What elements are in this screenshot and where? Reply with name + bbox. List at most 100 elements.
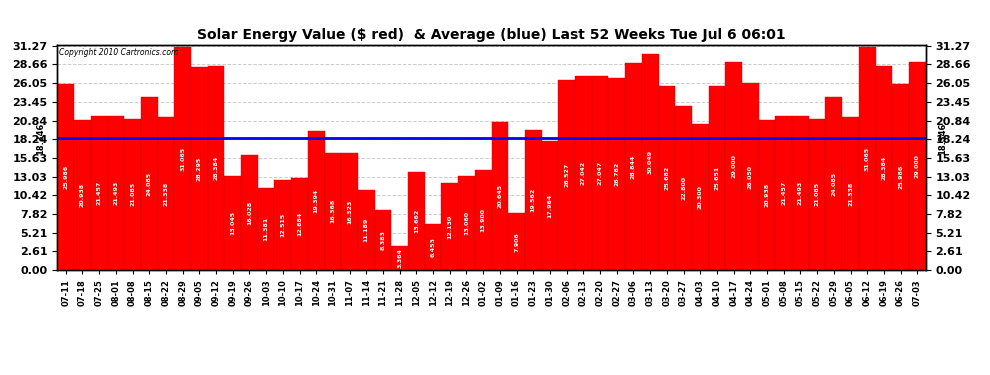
Text: 13.662: 13.662 <box>414 209 419 233</box>
Bar <box>308 131 325 270</box>
Bar <box>391 246 408 270</box>
Text: 30.049: 30.049 <box>647 150 652 174</box>
Text: 29.000: 29.000 <box>915 154 920 178</box>
Text: 21.457: 21.457 <box>97 181 102 205</box>
Text: 25.682: 25.682 <box>664 166 669 190</box>
Bar <box>358 190 374 270</box>
Text: 16.323: 16.323 <box>347 200 352 223</box>
Text: 20.645: 20.645 <box>497 184 502 208</box>
Text: 27.042: 27.042 <box>581 161 586 185</box>
Text: 26.050: 26.050 <box>747 165 752 189</box>
Bar <box>692 124 709 270</box>
Bar <box>525 130 542 270</box>
Text: 20.938: 20.938 <box>80 183 85 207</box>
Text: 20.938: 20.938 <box>764 183 769 207</box>
Bar <box>274 180 291 270</box>
Bar <box>809 119 826 270</box>
Text: 20.300: 20.300 <box>698 185 703 209</box>
Bar <box>191 67 208 270</box>
Bar <box>225 176 242 270</box>
Bar <box>174 47 191 270</box>
Text: 27.047: 27.047 <box>598 161 603 185</box>
Text: 13.060: 13.060 <box>464 211 469 235</box>
Bar <box>492 122 508 270</box>
Text: 7.906: 7.906 <box>514 232 519 252</box>
Text: 16.368: 16.368 <box>331 199 336 223</box>
Bar <box>859 47 875 270</box>
Bar <box>758 120 775 270</box>
Text: 24.085: 24.085 <box>147 172 151 196</box>
Bar <box>442 183 458 270</box>
Text: 28.384: 28.384 <box>881 156 886 180</box>
Bar <box>57 84 74 270</box>
Bar <box>642 54 658 270</box>
Bar <box>892 84 909 270</box>
Bar <box>592 76 609 270</box>
Text: 21.085: 21.085 <box>130 182 135 207</box>
Bar <box>609 78 625 270</box>
Text: 19.562: 19.562 <box>531 188 536 212</box>
Bar <box>842 117 859 270</box>
Bar <box>242 155 257 270</box>
Text: 28.844: 28.844 <box>631 154 636 178</box>
Text: 17.964: 17.964 <box>547 194 552 218</box>
Text: 31.065: 31.065 <box>180 147 185 171</box>
Title: Solar Energy Value ($ red)  & Average (blue) Last 52 Weeks Tue Jul 6 06:01: Solar Energy Value ($ red) & Average (bl… <box>197 28 786 42</box>
Bar <box>141 97 157 270</box>
Bar <box>542 141 558 270</box>
Text: 22.800: 22.800 <box>681 176 686 200</box>
Bar <box>726 62 742 270</box>
Bar <box>575 76 592 270</box>
Text: 28.384: 28.384 <box>214 156 219 180</box>
Bar <box>157 117 174 270</box>
Bar <box>325 153 342 270</box>
Bar <box>108 116 124 270</box>
Bar <box>675 106 692 270</box>
Bar <box>291 178 308 270</box>
Text: 21.338: 21.338 <box>848 182 853 206</box>
Text: 11.189: 11.189 <box>363 218 369 242</box>
Text: 12.130: 12.130 <box>447 214 452 238</box>
Bar <box>709 86 726 270</box>
Text: 25.986: 25.986 <box>898 165 903 189</box>
Bar <box>742 83 758 270</box>
Text: 12.515: 12.515 <box>280 213 285 237</box>
Text: Copyright 2010 Cartronics.com: Copyright 2010 Cartronics.com <box>59 48 178 57</box>
Text: 13.045: 13.045 <box>231 211 236 235</box>
Bar <box>342 153 358 270</box>
Bar <box>508 213 525 270</box>
Bar <box>909 62 926 270</box>
Text: 21.338: 21.338 <box>163 182 168 206</box>
Text: 18.346: 18.346 <box>37 122 46 154</box>
Text: 19.394: 19.394 <box>314 188 319 213</box>
Text: 6.453: 6.453 <box>431 237 436 257</box>
Text: 21.493: 21.493 <box>798 181 803 205</box>
Text: 16.028: 16.028 <box>247 201 251 225</box>
Bar <box>792 116 809 270</box>
Bar <box>826 97 842 270</box>
Bar <box>475 170 492 270</box>
Text: 13.900: 13.900 <box>481 208 486 232</box>
Text: 21.457: 21.457 <box>781 181 786 205</box>
Text: 21.085: 21.085 <box>815 182 820 207</box>
Bar <box>374 210 391 270</box>
Text: 12.884: 12.884 <box>297 211 302 236</box>
Bar <box>208 66 225 270</box>
Text: 8.383: 8.383 <box>380 230 385 250</box>
Text: 31.065: 31.065 <box>864 147 869 171</box>
Text: 18.346: 18.346 <box>938 122 946 154</box>
Text: 24.085: 24.085 <box>832 172 837 196</box>
Bar <box>124 119 141 270</box>
Text: 26.527: 26.527 <box>564 163 569 187</box>
Bar <box>658 86 675 270</box>
Bar <box>425 224 442 270</box>
Bar <box>91 116 108 270</box>
Bar <box>625 63 642 270</box>
Text: 21.493: 21.493 <box>114 181 119 205</box>
Text: 25.651: 25.651 <box>715 166 720 190</box>
Text: 28.295: 28.295 <box>197 156 202 181</box>
Text: 25.986: 25.986 <box>63 165 68 189</box>
Bar <box>458 176 475 270</box>
Bar <box>775 116 792 270</box>
Text: 26.782: 26.782 <box>614 162 620 186</box>
